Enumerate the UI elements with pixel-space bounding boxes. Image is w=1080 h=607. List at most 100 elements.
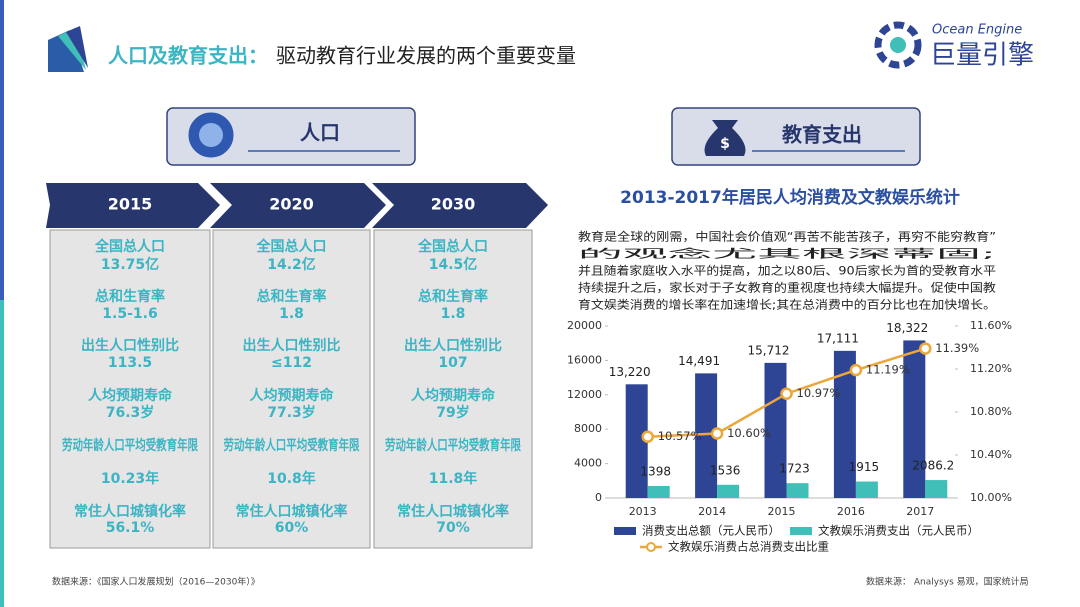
y-tick-label: 20000 bbox=[567, 319, 602, 332]
y2-tick-label: 10.40% bbox=[970, 448, 1012, 461]
value-label: 11.39% bbox=[935, 341, 979, 355]
indicator-label: 总和生育率 bbox=[95, 288, 165, 305]
description-line: 育文娱类消费的增长率在加速增长;其在总消费中的百分比也在加快增长。 bbox=[578, 298, 996, 312]
bar bbox=[625, 384, 648, 498]
indicator-value: 60% bbox=[275, 520, 309, 536]
column-box bbox=[49, 229, 211, 549]
value-label: 10.57% bbox=[658, 429, 702, 443]
line-point bbox=[919, 342, 932, 355]
bar bbox=[647, 485, 670, 498]
description-line: 持续提升之后，家长对于子女教育的重视度也持续大幅提升。促使中国教 bbox=[578, 281, 997, 295]
x-tick-label: 2015 bbox=[768, 505, 796, 518]
indicator-label: 人均预期寿命 bbox=[411, 387, 496, 404]
indicator-label: 出生人口性别比 bbox=[404, 337, 502, 354]
x-tick-label: 2013 bbox=[629, 505, 657, 518]
logo-en: Ocean Engine bbox=[932, 23, 1022, 38]
logo-cn: 巨量引擎 bbox=[930, 41, 1034, 71]
legend-swatch bbox=[790, 527, 812, 535]
value-label: 17,111 bbox=[817, 331, 859, 345]
legend-swatch bbox=[614, 527, 636, 535]
indicator-value: 14.5亿 bbox=[429, 256, 478, 273]
bar bbox=[903, 340, 926, 498]
indicator-value: 1.5-1.6 bbox=[102, 306, 157, 322]
y-tick-label: 8000 bbox=[574, 422, 602, 435]
x-tick-label: 2014 bbox=[698, 505, 726, 518]
y-tick-label: 0 bbox=[595, 491, 602, 504]
y2-tick-label: 11.20% bbox=[970, 362, 1012, 375]
indicator-label: 总和生育率 bbox=[257, 288, 327, 305]
indicator-value: 56.1% bbox=[106, 520, 155, 536]
value-label: 10.60% bbox=[727, 426, 771, 440]
indicator-value: 113.5 bbox=[108, 355, 152, 371]
indicator-value: 70% bbox=[436, 520, 470, 536]
year-arrow bbox=[372, 183, 548, 228]
y-tick-label: 12000 bbox=[567, 388, 602, 401]
year-arrow bbox=[46, 183, 220, 228]
indicator-label: 常住人口城镇化率 bbox=[236, 503, 348, 520]
description-line: 教育是全球的刚需，中国社会价值观“再苦不能苦孩子，再穷不能穷教育” bbox=[578, 230, 996, 244]
indicator-label: 全国总人口 bbox=[94, 238, 165, 255]
x-tick-label: 2017 bbox=[906, 505, 934, 518]
bar bbox=[855, 481, 878, 498]
value-label: 14,491 bbox=[678, 354, 720, 368]
legend-label: 消费支出总额（元人民币） bbox=[642, 524, 780, 538]
x-tick-label: 2016 bbox=[837, 505, 865, 518]
value-label: 1915 bbox=[849, 460, 880, 474]
left-accent bbox=[0, 0, 4, 300]
y2-tick-label: 10.80% bbox=[970, 405, 1012, 418]
left-accent bbox=[0, 300, 4, 607]
description-line: 并且随着家庭收入水平的提高，加之以80后、90后家长为首的受教育水平 bbox=[578, 264, 996, 278]
source: 数据来源： Analysys 易观，国家统计局 bbox=[866, 576, 1029, 588]
value-label: 1536 bbox=[710, 463, 741, 477]
indicator-value: ≤112 bbox=[271, 355, 312, 371]
description: 教育是全球的刚需，中国社会价值观“再苦不能苦孩子，再穷不能穷教育” 的观念尤其根深… bbox=[578, 230, 997, 312]
indicator-label: 人均预期寿命 bbox=[88, 387, 173, 404]
indicator-value: 107 bbox=[438, 355, 467, 371]
indicator-label: 劳动年龄人口平均受教育年限 bbox=[385, 437, 521, 454]
column-box bbox=[373, 229, 533, 549]
value-label: 13,220 bbox=[609, 365, 651, 379]
line-point bbox=[710, 427, 724, 440]
population-columns: 2015全国总人口13.75亿总和生育率1.5-1.6出生人口性别比113.5人… bbox=[46, 183, 548, 549]
source: 数据来源：《国家人口发展规划（2016—2030年）》 bbox=[52, 576, 260, 588]
indicator-value: 1.8 bbox=[441, 306, 466, 322]
bar bbox=[925, 480, 948, 498]
chart-title: 2013-2017年居民人均消费及文教娱乐统计 bbox=[620, 187, 960, 208]
indicator-value: 11.8年 bbox=[429, 470, 478, 487]
column-box bbox=[212, 229, 371, 549]
year-label: 2015 bbox=[108, 195, 153, 214]
indicator-label: 出生人口性别比 bbox=[243, 337, 341, 354]
indicator-value: 77.3岁 bbox=[267, 404, 316, 421]
indicator-value: 10.8年 bbox=[267, 470, 316, 487]
indicator-value: 79岁 bbox=[436, 404, 469, 421]
indicator-value: 14.2亿 bbox=[267, 256, 316, 273]
bar bbox=[786, 483, 809, 498]
y-tick-label: 16000 bbox=[567, 353, 602, 366]
chart: 0 4000 8000 12000 16000 20000 10.00% 10.40% 10.8… bbox=[567, 319, 1012, 554]
money-icon: $ bbox=[720, 136, 730, 152]
bar bbox=[695, 373, 718, 498]
value-label: 18,322 bbox=[886, 321, 928, 335]
money-icon bbox=[704, 120, 746, 156]
y2-tick-label: 11.60% bbox=[970, 319, 1012, 332]
section-heading: 人口 bbox=[300, 121, 340, 145]
bar bbox=[717, 484, 740, 498]
indicator-label: 全国总人口 bbox=[417, 238, 488, 255]
slide-icon bbox=[48, 26, 88, 72]
indicator-value: 1.8 bbox=[279, 306, 304, 322]
legend-label: 文教娱乐消费占总消费支出比重 bbox=[668, 540, 829, 554]
indicator-value: 76.3岁 bbox=[106, 404, 155, 421]
title-lead: 人口及教育支出： bbox=[108, 44, 268, 68]
title-rest: 驱动教育行业发展的两个重要变量 bbox=[276, 44, 576, 68]
indicator-value: 13.75亿 bbox=[101, 256, 159, 273]
indicator-label: 出生人口性别比 bbox=[81, 337, 179, 354]
indicator-label: 总和生育率 bbox=[418, 288, 488, 305]
value-label: 11.19% bbox=[866, 363, 910, 377]
value-label: 1398 bbox=[640, 464, 671, 478]
logo: Ocean Engine 巨量引擎 bbox=[874, 21, 1034, 71]
value-label: 15,712 bbox=[748, 343, 790, 357]
indicator-label: 劳动年龄人口平均受教育年限 bbox=[224, 437, 360, 454]
people-icon bbox=[199, 123, 223, 147]
indicator-label: 劳动年龄人口平均受教育年限 bbox=[62, 437, 198, 454]
